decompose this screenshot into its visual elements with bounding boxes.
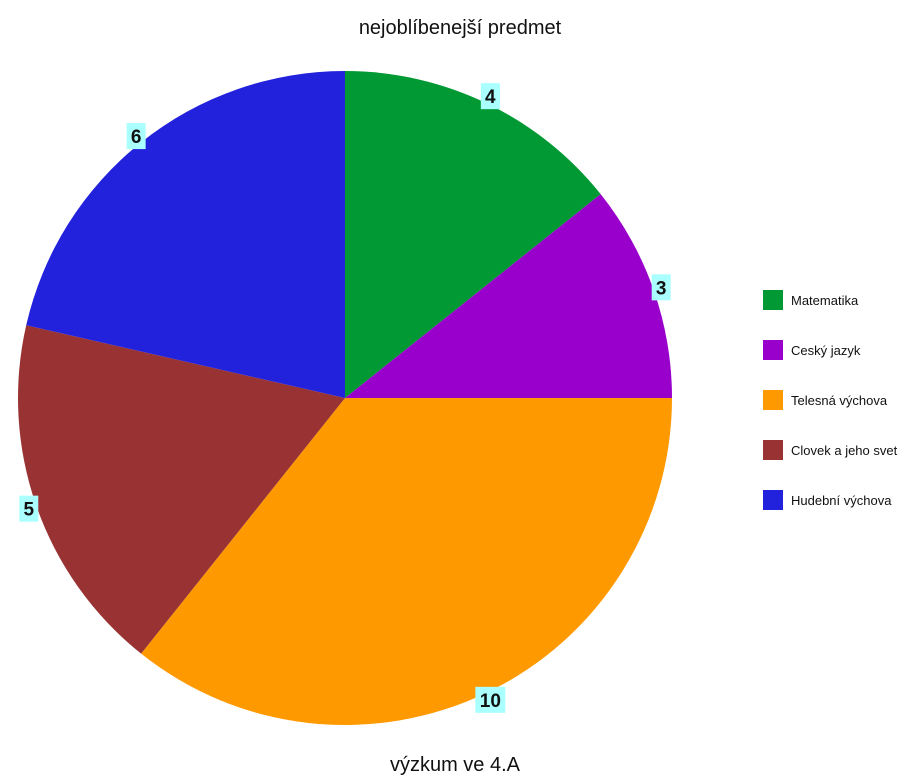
chart-title: nejoblíbenejší predmet bbox=[359, 17, 562, 39]
data-label-hudebni-vychova: 6 bbox=[131, 127, 142, 148]
data-label-bg-clovek-a-jeho-svet bbox=[19, 495, 39, 522]
data-label-clovek-a-jeho-svet: 5 bbox=[24, 500, 35, 521]
data-label-telesna-vychova: 10 bbox=[480, 691, 501, 712]
legend: Matematika Ceský jazyk Telesná výchova Clov… bbox=[763, 290, 898, 510]
legend-label-clovek-a-jeho-svet: Clovek a jeho svet bbox=[791, 443, 898, 458]
legend-swatch-hudebni-vychova bbox=[763, 490, 783, 510]
legend-swatch-telesna-vychova bbox=[763, 390, 783, 410]
pie-slice-matematika bbox=[345, 71, 601, 398]
pie-slices bbox=[17, 71, 672, 725]
pie-slice-hudebni-vychova bbox=[26, 71, 345, 398]
legend-label-cesky-jazyk: Ceský jazyk bbox=[791, 343, 861, 358]
legend-swatch-matematika bbox=[763, 290, 783, 310]
data-label-bg-matematika bbox=[480, 83, 500, 110]
legend-swatch-clovek-a-jeho-svet bbox=[763, 440, 783, 460]
legend-swatch-cesky-jazyk bbox=[763, 340, 783, 360]
data-labels: 4 3 10 5 6 bbox=[19, 83, 671, 713]
data-label-cesky-jazyk: 3 bbox=[656, 278, 667, 299]
data-label-bg-telesna-vychova bbox=[475, 686, 506, 713]
data-label-bg-cesky-jazyk bbox=[651, 274, 671, 301]
legend-label-hudebni-vychova: Hudební výchova bbox=[791, 493, 892, 508]
pie-slice-telesna-vychova bbox=[141, 398, 672, 725]
legend-label-telesna-vychova: Telesná výchova bbox=[791, 393, 888, 408]
data-label-bg-hudebni-vychova bbox=[126, 123, 146, 150]
pie-slice-cesky-jazyk bbox=[345, 194, 672, 398]
chart-subtitle: výzkum ve 4.A bbox=[390, 754, 521, 776]
data-label-matematika: 4 bbox=[485, 87, 496, 108]
pie-slice-clovek-a-jeho-svet bbox=[17, 325, 345, 654]
legend-label-matematika: Matematika bbox=[791, 293, 859, 308]
